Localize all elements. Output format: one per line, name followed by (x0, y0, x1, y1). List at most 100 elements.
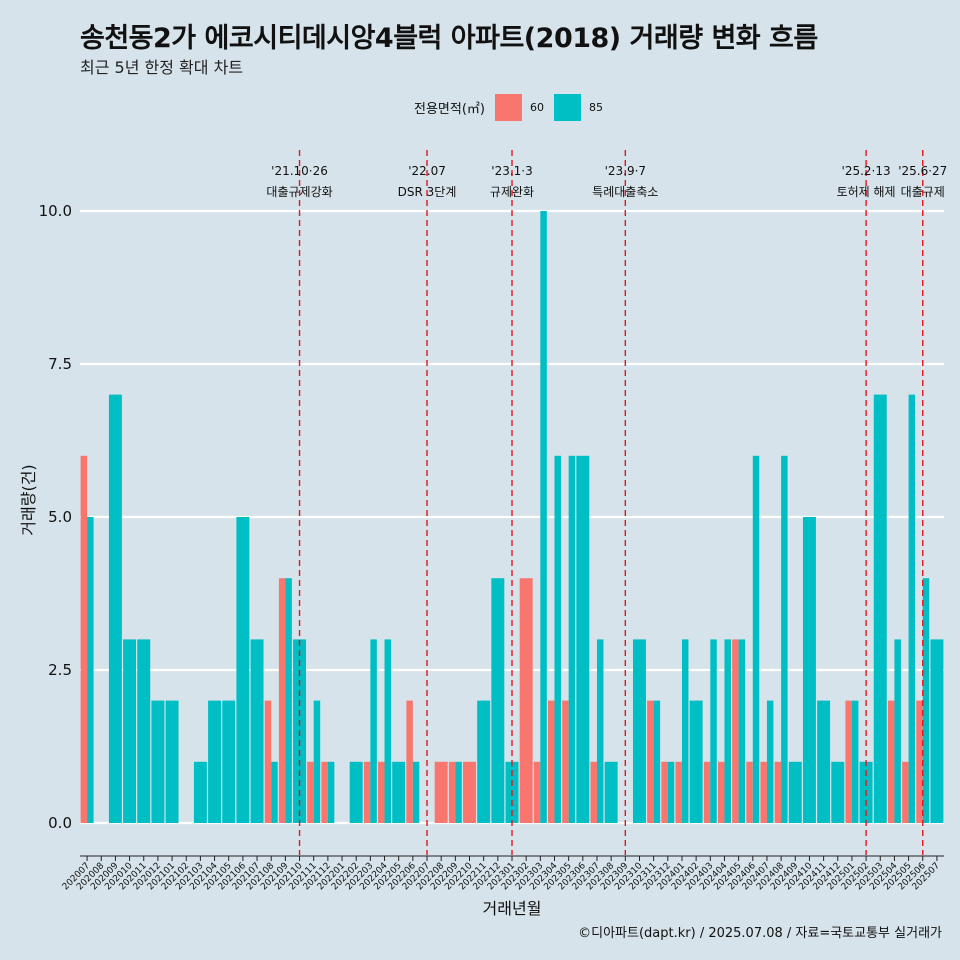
bar-60 (434, 761, 448, 823)
bar-85 (922, 578, 930, 823)
bar-85 (384, 639, 392, 823)
event-label: DSR 3단계 (398, 185, 457, 199)
bar-85 (752, 455, 760, 823)
bar-85 (604, 761, 618, 823)
bar-85 (327, 761, 335, 823)
bar-85 (108, 394, 122, 823)
bar-60 (845, 700, 852, 823)
event-date: '21.10·26 (271, 164, 328, 178)
legend-title: 전용면적(㎡) (414, 101, 485, 117)
legend-swatch-85 (553, 93, 581, 121)
bar-85 (271, 761, 278, 823)
bar-60 (732, 639, 739, 823)
bar-60 (916, 700, 923, 823)
bar-85 (724, 639, 731, 823)
event-date: '23.1·3 (491, 164, 532, 178)
bar-60 (80, 455, 88, 823)
bar-85 (681, 639, 689, 823)
bar-85 (894, 639, 901, 823)
bar-85 (477, 700, 491, 823)
bar-85 (873, 394, 887, 823)
bar-85 (738, 639, 746, 823)
y-axis-title: 거래량(건) (19, 464, 38, 535)
legend-label-60: 60 (529, 100, 544, 114)
bar-60 (887, 700, 895, 823)
bar-85 (596, 639, 604, 823)
bar-85 (930, 639, 944, 823)
bar-85 (285, 578, 292, 823)
bar-60 (533, 761, 541, 823)
bar-60 (307, 761, 314, 823)
bar-85 (412, 761, 420, 823)
legend-label-85: 85 (588, 100, 603, 114)
bar-60 (746, 761, 753, 823)
bar-85 (653, 700, 661, 823)
bar-60 (378, 761, 385, 823)
bar-85 (370, 639, 377, 823)
bar-85 (123, 639, 137, 823)
bar-60 (647, 700, 654, 823)
bar-85 (540, 211, 547, 823)
event-date: '25.2·13 (842, 164, 891, 178)
y-tick-label: 2.5 (48, 661, 72, 679)
bar-60 (590, 761, 597, 823)
bar-60 (562, 700, 569, 823)
bar-60 (760, 761, 767, 823)
bar-85 (689, 700, 703, 823)
event-label: 토허제 해제 (837, 185, 896, 199)
bar-85 (208, 700, 222, 823)
bar-85 (908, 394, 916, 823)
bar-85 (576, 455, 590, 823)
bar-60 (703, 761, 711, 823)
bar-85 (851, 700, 859, 823)
event-label: 대출규제강화 (266, 185, 332, 199)
bar-85 (236, 517, 250, 823)
bar-60 (448, 761, 456, 823)
bar-85 (392, 761, 406, 823)
chart-title: 송천동2가 에코시티데시앙4블럭 아파트(2018) 거래량 변화 흐름 (80, 23, 818, 54)
bar-85 (554, 455, 561, 823)
y-tick-label: 7.5 (48, 355, 72, 373)
bar-60 (264, 700, 272, 823)
event-label: 특례대출축소 (592, 185, 658, 199)
bar-85 (788, 761, 802, 823)
bar-85 (831, 761, 845, 823)
legend-swatch-60 (494, 93, 522, 121)
bar-85 (193, 761, 207, 823)
bar-85 (817, 700, 831, 823)
bar-85 (165, 700, 179, 823)
bar-85 (137, 639, 151, 823)
event-date: '22.07 (408, 164, 446, 178)
bar-85 (349, 761, 363, 823)
bar-60 (675, 761, 682, 823)
bar-60 (717, 761, 725, 823)
bar-60 (548, 700, 555, 823)
bar-85 (87, 517, 94, 823)
bar-85 (632, 639, 646, 823)
bar-85 (222, 700, 236, 823)
bar-60 (519, 578, 533, 823)
event-label: 대출규제 (901, 185, 945, 199)
x-axis-title: 거래년월 (483, 899, 542, 918)
y-tick-label: 5.0 (48, 508, 72, 526)
bar-85 (313, 700, 321, 823)
bar-85 (151, 700, 165, 823)
bar-85 (455, 761, 462, 823)
bar-60 (363, 761, 371, 823)
bar-85 (667, 761, 675, 823)
bar-60 (321, 761, 328, 823)
event-date: '23.9·7 (605, 164, 646, 178)
y-tick-label: 10.0 (39, 202, 72, 220)
bar-85 (766, 700, 774, 823)
event-date: '25.6·27 (898, 164, 947, 178)
bar-85 (568, 455, 576, 823)
bar-85 (250, 639, 264, 823)
bar-60 (902, 761, 909, 823)
bar-85 (781, 455, 788, 823)
bar-85 (710, 639, 717, 823)
bar-60 (774, 761, 782, 823)
bar-60 (278, 578, 286, 823)
bar-85 (491, 578, 505, 823)
chart-subtitle: 최근 5년 한정 확대 차트 (80, 58, 244, 77)
